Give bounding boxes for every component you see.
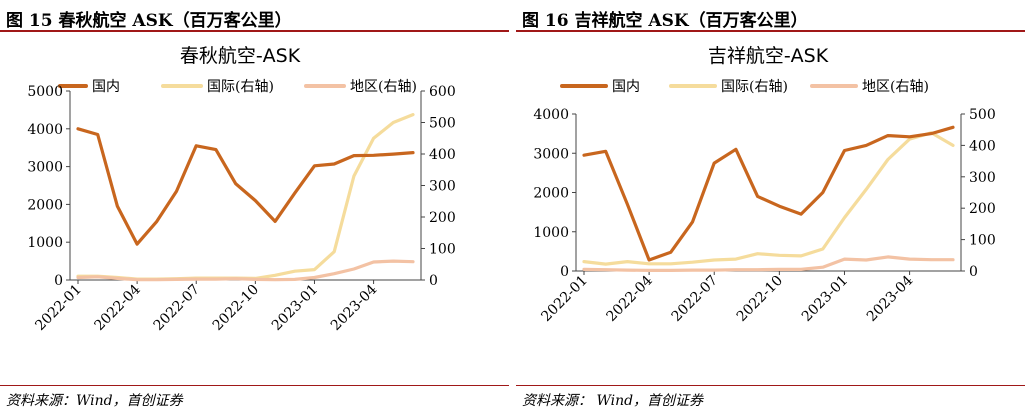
legend-label: 国际(右轴) bbox=[207, 79, 274, 95]
y-right-tick-label: 100 bbox=[969, 233, 996, 249]
y-left-tick-label: 2000 bbox=[27, 197, 63, 213]
title-rule bbox=[516, 30, 1025, 32]
y-left-tick-label: 5000 bbox=[27, 84, 63, 100]
x-tick-label: 2022-01 bbox=[32, 282, 84, 334]
legend-label: 地区(右轴) bbox=[862, 79, 929, 95]
x-tick-label: 2022-04 bbox=[603, 272, 656, 325]
chart-juneyao-ask: 吉祥航空-ASK 国内 国际(右轴) 地区(右轴) 0 1000 2000 3000 4000 0… bbox=[533, 45, 996, 325]
x-tick-label: 2022-07 bbox=[669, 273, 721, 325]
x-tick-label: 2022-10 bbox=[210, 282, 262, 334]
y-right-tick-label: 200 bbox=[429, 210, 456, 226]
series-line-0 bbox=[582, 125, 955, 262]
y-right-tick-label: 0 bbox=[429, 273, 438, 289]
y-left-tick-label: 0 bbox=[560, 264, 569, 280]
legend-label: 国内 bbox=[92, 79, 120, 95]
y-right-tick-label: 200 bbox=[969, 201, 996, 217]
y-left-tick-label: 1000 bbox=[27, 235, 63, 251]
x-tick-label: 2023-04 bbox=[328, 281, 381, 334]
figure-title: 图 15 春秋航空 ASK（百万客公里） bbox=[6, 11, 292, 31]
y-right-tick-label: 100 bbox=[429, 242, 456, 258]
source-note: 资料来源：Wind，首创证券 bbox=[6, 393, 183, 409]
y-right-tick-label: 400 bbox=[429, 147, 456, 163]
series-line-1 bbox=[582, 131, 955, 266]
y-left-tick-label: 4000 bbox=[533, 107, 569, 123]
y-right-tick-label: 500 bbox=[969, 107, 996, 123]
x-tick-label: 2023-04 bbox=[864, 272, 917, 325]
y-right-tick-label: 300 bbox=[429, 179, 456, 195]
x-tick-label: 2022-10 bbox=[734, 273, 786, 325]
figure-title: 图 16 吉祥航空 ASK（百万客公里） bbox=[522, 11, 808, 31]
y-right-tick-label: 600 bbox=[429, 84, 456, 100]
chart-title: 春秋航空-ASK bbox=[180, 45, 301, 67]
legend-label: 地区(右轴) bbox=[350, 79, 417, 95]
x-tick-label: 2023-01 bbox=[269, 282, 321, 334]
x-tick-label: 2023-01 bbox=[799, 273, 851, 325]
source-rule bbox=[516, 385, 1025, 386]
series-line-0 bbox=[76, 127, 415, 246]
legend-label: 国际(右轴) bbox=[721, 79, 788, 95]
figure-panel-left: 图 15 春秋航空 ASK（百万客公里） 春秋航空-ASK 国内 国际(右轴) 地区(… bbox=[0, 0, 515, 413]
x-tick-label: 2022-01 bbox=[538, 273, 590, 325]
figure-panel-right: 图 16 吉祥航空 ASK（百万客公里） 吉祥航空-ASK 国内 国际(右轴) 地区(… bbox=[516, 0, 1031, 413]
y-right-tick-label: 500 bbox=[429, 116, 456, 132]
y-right-tick-label: 400 bbox=[969, 138, 996, 154]
x-tick-label: 2022-07 bbox=[151, 282, 203, 334]
source-note: 资料来源： Wind，首创证券 bbox=[522, 393, 704, 409]
y-left-tick-label: 1000 bbox=[533, 225, 569, 241]
series-line-1 bbox=[76, 112, 415, 281]
y-left-tick-label: 3000 bbox=[533, 146, 569, 162]
series-line-2 bbox=[76, 259, 415, 282]
y-right-tick-label: 300 bbox=[969, 170, 996, 186]
title-rule bbox=[0, 30, 509, 32]
y-right-tick-label: 0 bbox=[969, 264, 978, 280]
y-left-tick-label: 2000 bbox=[533, 186, 569, 202]
source-rule bbox=[0, 385, 509, 386]
y-left-tick-label: 4000 bbox=[27, 122, 63, 138]
x-tick-label: 2022-04 bbox=[91, 281, 144, 334]
legend-label: 国内 bbox=[612, 79, 640, 95]
chart-title: 吉祥航空-ASK bbox=[708, 45, 829, 67]
series-line-2 bbox=[582, 255, 955, 272]
y-left-tick-label: 3000 bbox=[27, 160, 63, 176]
y-left-tick-label: 0 bbox=[54, 273, 63, 289]
